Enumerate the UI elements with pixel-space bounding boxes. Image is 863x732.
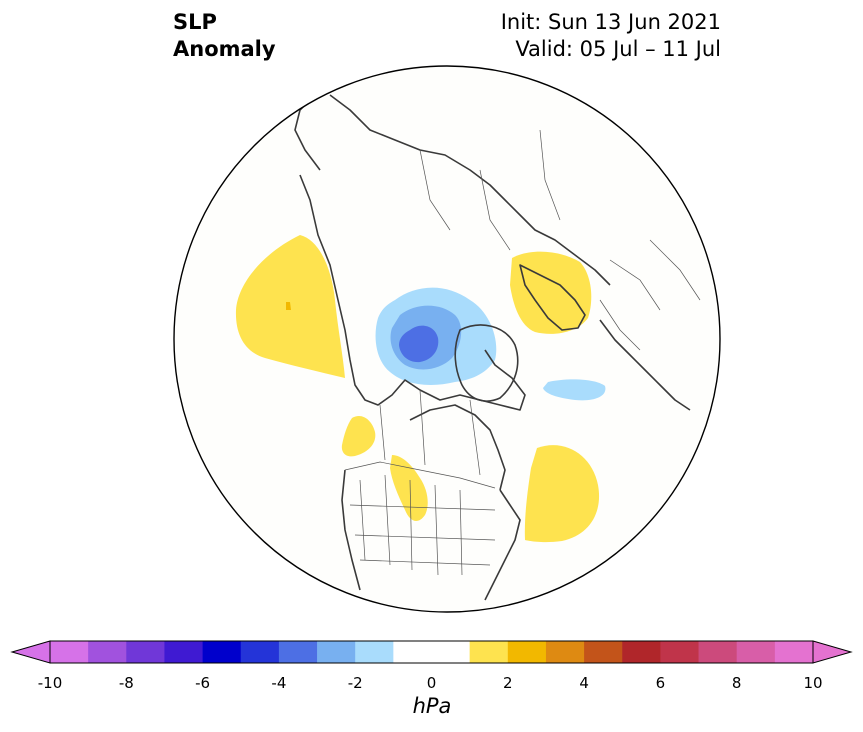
anomaly-europe [510, 251, 592, 334]
coast-europe-west [599, 319, 691, 411]
valid-period: Valid: 05 Jul – 11 Jul [515, 37, 721, 61]
colorbar-cell [736, 641, 776, 663]
anomaly-arctic-negative-3 [399, 325, 439, 363]
boundaries [344, 129, 701, 576]
colorbar-cell [88, 641, 127, 663]
polar-map [173, 65, 721, 613]
colorbar-tick-label: -10 [37, 674, 63, 692]
colorbar-cell [698, 641, 738, 663]
colorbar-tick-label: -6 [195, 674, 211, 692]
coast-us-east [484, 489, 521, 601]
anomaly-north-pacific-core [286, 302, 291, 310]
colorbar-tick-label: 8 [731, 674, 742, 692]
coast-hudson-bay [409, 404, 506, 491]
boundary-canada-provinces [379, 389, 481, 476]
colorbar-cell [50, 641, 89, 663]
coast-us-west [341, 469, 361, 591]
map-boundary-circle [173, 65, 721, 613]
title-line-1: SLP [173, 10, 217, 34]
chart-title-variable: SLP Anomaly [173, 9, 276, 63]
colorbar-cell [240, 641, 280, 663]
colorbar-cell [126, 641, 165, 663]
title-line-2: Anomaly [173, 37, 276, 61]
coastlines [294, 94, 691, 601]
anomaly-west-atlantic [524, 445, 600, 543]
colorbar-cell [317, 641, 356, 663]
colorbar-cell [164, 641, 204, 663]
colorbar [10, 640, 853, 664]
colorbar-tick-label: -4 [271, 674, 287, 692]
colorbar-tick-label: 6 [655, 674, 666, 692]
colorbar-extend-min [10, 640, 51, 664]
colorbar-cells [50, 641, 814, 663]
init-date: Init: Sun 13 Jun 2021 [500, 10, 721, 34]
chart-title-dates: Init: Sun 13 Jun 2021 Valid: 05 Jul – 11… [501, 9, 721, 63]
colorbar-tick-label: -8 [118, 674, 134, 692]
colorbar-cell [431, 641, 471, 663]
boundary-us-states-1 [359, 474, 463, 576]
anomaly-great-plains [390, 455, 428, 522]
boundary-europe-1 [599, 239, 701, 351]
colorbar-tick-label: 10 [803, 674, 823, 692]
colorbar-cell [507, 641, 547, 663]
anomaly-fills [235, 235, 606, 543]
colorbar-cell [622, 641, 661, 663]
anomaly-barents-negative [543, 379, 606, 401]
boundary-russia-1 [419, 129, 561, 251]
coast-greenland [454, 324, 519, 402]
colorbar-unit-label: hPa [412, 694, 452, 718]
colorbar-cell [545, 641, 585, 663]
colorbar-tick-label: 2 [503, 674, 513, 692]
colorbar-tick-label: -2 [347, 674, 363, 692]
colorbar-cell [469, 641, 509, 663]
coast-eurasia-north [329, 94, 611, 286]
boundary-us-states-2 [349, 504, 496, 566]
colorbar-tick-label: 0 [426, 674, 437, 692]
colorbar-tick-label: 4 [579, 674, 589, 692]
coast-scandinavia [519, 264, 586, 331]
colorbar-cell [202, 641, 242, 663]
boundary-canada-us [344, 461, 496, 489]
coast-alaska-canada [299, 174, 526, 411]
colorbar-cell [584, 641, 623, 663]
colorbar-cell [774, 641, 814, 663]
colorbar-cell [278, 641, 318, 663]
colorbar-cell [393, 641, 432, 663]
colorbar-cell [660, 641, 700, 663]
colorbar-extend-max [812, 640, 853, 664]
colorbar-cell [355, 641, 394, 663]
anomaly-west-canada [341, 415, 376, 457]
colorbar-frame [49, 640, 814, 664]
